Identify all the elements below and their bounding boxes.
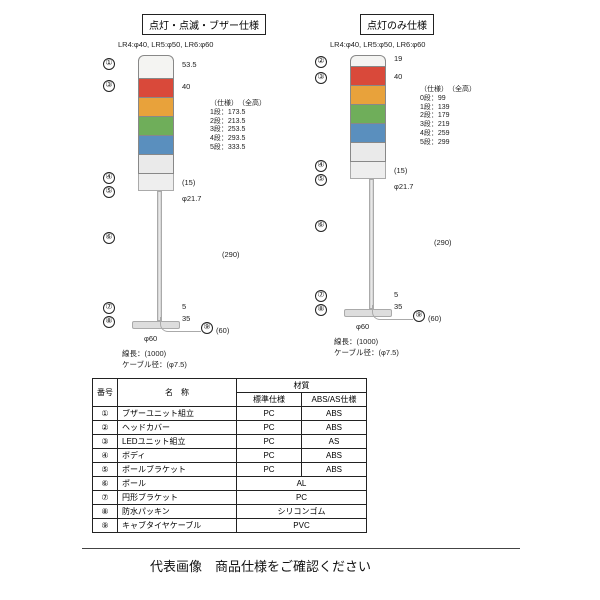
th-abs: ABS/AS仕様 xyxy=(302,393,367,407)
table-row: ⑦円形ブラケットPC xyxy=(93,491,367,505)
spec-row: 2段：179 xyxy=(420,112,476,121)
seg-buzzer xyxy=(138,55,174,79)
table-row: 番号 名 称 材質 xyxy=(93,379,367,393)
seg-amber xyxy=(138,98,174,117)
seg-green xyxy=(138,117,174,136)
seg-blue xyxy=(350,124,386,143)
spec-row: 2段：213.5 xyxy=(210,118,266,127)
th-std: 標準仕様 xyxy=(237,393,302,407)
callout: ② xyxy=(314,56,328,65)
dim-top: 53.5 xyxy=(182,60,197,69)
spec-row: 0段：99 xyxy=(420,95,476,104)
dim-bh2: 35 xyxy=(394,302,402,311)
footer-text: 代表画像 商品仕様をご確認ください xyxy=(150,556,371,575)
dim-bh1: 5 xyxy=(182,302,186,311)
spec-list-left: （仕様） （全高） 1段：173.5 2段：213.5 3段：253.5 4段：… xyxy=(210,100,266,153)
dim-bw: (60) xyxy=(428,314,441,323)
callout: ⑥ xyxy=(314,220,328,229)
table-row: ⑧防水パッキンシリコンゴム xyxy=(93,505,367,519)
dim-bh2: 35 xyxy=(182,314,190,323)
subheader-right: LR4:φ40, LR5:φ50, LR6:φ60 xyxy=(330,40,425,49)
seg-clear xyxy=(350,143,386,162)
dim-poled: φ21.7 xyxy=(182,194,201,203)
th-num: 番号 xyxy=(93,379,118,407)
tower-right xyxy=(350,55,392,317)
table-row: ②ヘッドカバーPCABS xyxy=(93,421,367,435)
dim-bw: (60) xyxy=(216,326,229,335)
subheader-left: LR4:φ40, LR5:φ50, LR6:φ60 xyxy=(118,40,213,49)
callout: ④ xyxy=(102,172,116,181)
spec-row: 4段：259 xyxy=(420,130,476,139)
table-row: ④ボディPCABS xyxy=(93,449,367,463)
seg-clear xyxy=(138,155,174,174)
spec-row: 1段：139 xyxy=(420,104,476,113)
seg-amber xyxy=(350,86,386,105)
seg-red xyxy=(350,67,386,86)
seg-head xyxy=(350,55,386,67)
dim-based: φ60 xyxy=(144,334,157,343)
dim-cable: 線長：(1000) ケーブル径：(φ7.5) xyxy=(334,336,399,358)
dim-poled: φ21.7 xyxy=(394,182,413,191)
table-row: ①ブザーユニット組立PCABS xyxy=(93,407,367,421)
cable xyxy=(372,305,413,320)
callout: ① xyxy=(102,58,116,67)
callout: ⑤ xyxy=(314,174,328,183)
callout: ④ xyxy=(314,160,328,169)
seg-blue xyxy=(138,136,174,155)
dim-bh1: 5 xyxy=(394,290,398,299)
callout: ⑦ xyxy=(102,302,116,311)
callout: ⑤ xyxy=(102,186,116,195)
header-right: 点灯のみ仕様 xyxy=(360,14,434,35)
callout: ⑧ xyxy=(102,316,116,325)
spec-title: （仕様） （全高） xyxy=(420,86,476,95)
table-row: ③LEDユニット組立PCAS xyxy=(93,435,367,449)
dim-based: φ60 xyxy=(356,322,369,331)
seg-green xyxy=(350,105,386,124)
body-block xyxy=(350,162,386,179)
spec-row: 5段：299 xyxy=(420,139,476,148)
th-mat: 材質 xyxy=(237,379,367,393)
page: 点灯・点滅・ブザー仕様 点灯のみ仕様 LR4:φ40, LR5:φ50, LR6… xyxy=(0,0,600,600)
dim-bodyh: (15) xyxy=(182,178,195,187)
table-row: ⑨キャブタイヤケーブルPVC xyxy=(93,519,367,533)
dim-seg: 40 xyxy=(182,82,190,91)
callout: ⑧ xyxy=(314,304,328,313)
dim-polelen: (290) xyxy=(434,238,452,247)
spec-row: 4段：293.5 xyxy=(210,135,266,144)
spec-row: 5段：333.5 xyxy=(210,144,266,153)
body-block xyxy=(138,174,174,191)
dim-polelen: (290) xyxy=(222,250,240,259)
spec-row: 3段：253.5 xyxy=(210,126,266,135)
footer-rule xyxy=(82,548,520,549)
callout: ③ xyxy=(314,72,328,81)
callout: ⑦ xyxy=(314,290,328,299)
callout: ⑨ xyxy=(412,310,426,319)
spec-title: （仕様） （全高） xyxy=(210,100,266,109)
seg-red xyxy=(138,79,174,98)
dim-top: 19 xyxy=(394,54,402,63)
spec-row: 1段：173.5 xyxy=(210,109,266,118)
spec-row: 3段：219 xyxy=(420,121,476,130)
dim-cable: 線長：(1000) ケーブル径：(φ7.5) xyxy=(122,348,187,370)
materials-table: 番号 名 称 材質 標準仕様 ABS/AS仕様 ①ブザーユニット組立PCABS②… xyxy=(92,378,367,533)
cable xyxy=(160,317,201,332)
table-row: ⑥ポールAL xyxy=(93,477,367,491)
header-left: 点灯・点滅・ブザー仕様 xyxy=(142,14,266,35)
table-row: ⑤ポールブラケットPCABS xyxy=(93,463,367,477)
callout: ③ xyxy=(102,80,116,89)
callout: ⑨ xyxy=(200,322,214,331)
callout: ⑥ xyxy=(102,232,116,241)
pole xyxy=(369,179,374,309)
pole xyxy=(157,191,162,321)
tower-left xyxy=(138,55,180,329)
dim-bodyh: (15) xyxy=(394,166,407,175)
spec-list-right: （仕様） （全高） 0段：99 1段：139 2段：179 3段：219 4段：… xyxy=(420,86,476,147)
dim-seg: 40 xyxy=(394,72,402,81)
th-name: 名 称 xyxy=(118,379,237,407)
